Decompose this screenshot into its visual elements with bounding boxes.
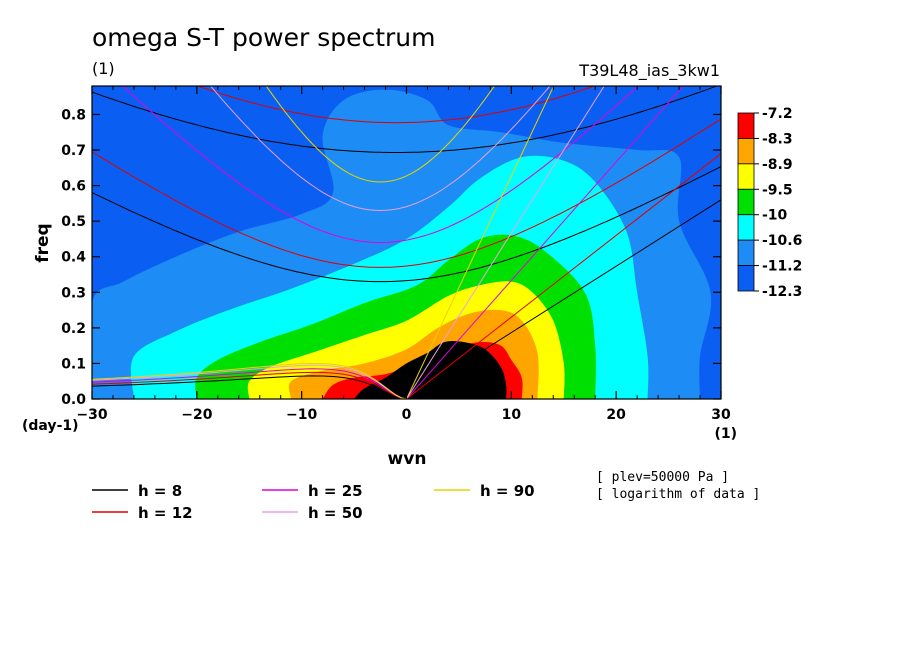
- y-tick-label: 0.6: [61, 179, 86, 195]
- colorbar-label: -12.3: [762, 284, 802, 300]
- rossby-curve-h12: [92, 371, 407, 399]
- colorbar-box: [737, 214, 755, 241]
- run-name: T39L48_ias_3kw1: [578, 61, 720, 81]
- kelvin-line-h12: [406, 153, 721, 399]
- x-tick-label: 0: [402, 407, 412, 423]
- x-tick-label: −20: [181, 407, 212, 423]
- rossby-curve-h25: [92, 368, 407, 399]
- x-tick-label: 10: [502, 407, 522, 423]
- plev-note: [ plev=50000 Pa ]: [596, 470, 729, 485]
- inertio-gravity-curve-h12: [92, 118, 721, 268]
- colorbar-box: [737, 239, 755, 266]
- rossby-curve-h8: [92, 375, 407, 399]
- x-axis-units: (1): [714, 426, 737, 442]
- kelvin-line-h8: [406, 199, 721, 399]
- colorbar-label: -8.9: [762, 157, 793, 173]
- rossby-curve-h90: [92, 362, 407, 399]
- kelvin-line-h90: [406, 86, 555, 399]
- contour-field: [92, 86, 721, 399]
- legend-label-h25: h = 25: [308, 482, 363, 500]
- inertio-gravity-curve-h90: [265, 86, 496, 183]
- chart-units: (1): [92, 59, 115, 78]
- x-tick-label: 20: [606, 407, 626, 423]
- axis-ticks: −30 −20 −10 0 10 20 30 0.0 0.1 0.2 0.3 0.4 0.5 0.6 0.7…: [61, 86, 731, 423]
- inertio-gravity-curve-2-h12: [196, 86, 596, 124]
- log-note: [ logarithm of data ]: [596, 487, 760, 502]
- colorbar-label: -10.6: [762, 233, 802, 249]
- y-tick-label: 0.8: [61, 107, 86, 123]
- kelvin-line-h25: [406, 86, 684, 399]
- colorbar-box: [737, 112, 755, 139]
- x-tick-label: −10: [286, 407, 317, 423]
- y-tick-label: 0.0: [61, 392, 86, 408]
- colorbar-label: -9.5: [762, 182, 793, 198]
- colorbar-label: -7.2: [762, 106, 793, 122]
- colorbar-label: -8.3: [762, 131, 793, 147]
- y-tick-label: 0.2: [61, 321, 86, 337]
- chart-title: omega S-T power spectrum: [92, 23, 436, 52]
- kelvin-line-h50: [406, 86, 605, 399]
- legend-label-h12: h = 12: [138, 504, 193, 522]
- legend-label-h50: h = 50: [308, 504, 363, 522]
- y-axis-units: (day-1): [22, 418, 79, 434]
- inertio-gravity-curve-h25: [121, 86, 639, 244]
- colorbar: -7.2 -8.3 -8.9 -9.5 -10 -10.6 -11.2 -12.3: [737, 106, 802, 300]
- colorbar-label: -10: [762, 208, 788, 224]
- y-axis-label: freq: [33, 223, 53, 262]
- field-level-7-2: [354, 340, 507, 399]
- inertio-gravity-curve-2-h50: [92, 0, 721, 3]
- y-tick-label: 0.3: [61, 285, 86, 301]
- inertio-gravity-curve-h50: [209, 86, 551, 212]
- y-tick-label: 0.1: [61, 356, 86, 372]
- colorbar-box: [737, 265, 755, 292]
- y-tick-label: 0.5: [61, 214, 86, 230]
- rossby-curve-h50: [92, 364, 407, 399]
- colorbar-box: [737, 138, 755, 165]
- legend: h = 8 h = 12 h = 25 h = 50 h = 90: [92, 482, 535, 522]
- x-tick-label: −30: [76, 407, 107, 423]
- x-tick-label: 30: [711, 407, 731, 423]
- legend-label-h8: h = 8: [138, 482, 182, 500]
- y-tick-label: 0.4: [61, 250, 86, 266]
- colorbar-box: [737, 188, 755, 216]
- x-axis-label: wvn: [388, 449, 427, 469]
- colorbar-label: -11.2: [762, 259, 802, 275]
- inertio-gravity-curve-h8: [92, 166, 721, 283]
- inertio-gravity-curve-2-h8: [92, 86, 719, 153]
- plot-area: −30 −20 −10 0 10 20 30 0.0 0.1 0.2 0.3 0.4 0.5 0.6 0.7…: [61, 0, 731, 423]
- colorbar-box: [737, 163, 755, 190]
- dispersion-curves: [92, 0, 721, 399]
- legend-label-h90: h = 90: [480, 482, 535, 500]
- y-tick-label: 0.7: [61, 143, 86, 159]
